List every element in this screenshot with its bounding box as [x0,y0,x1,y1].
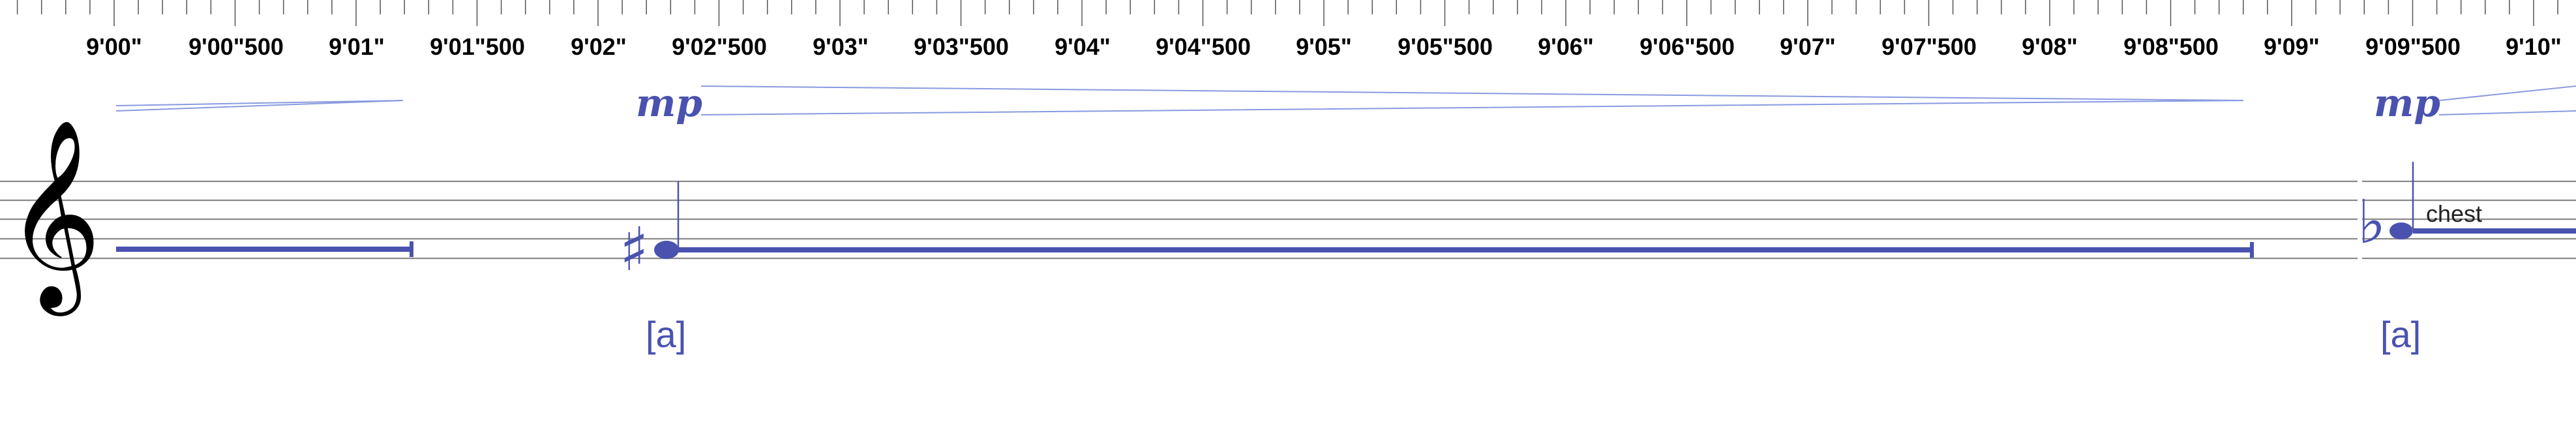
ruler-ticks [16,0,2558,26]
time-label: 9'00"500 [188,33,284,60]
time-label: 9'09"500 [2365,33,2461,60]
notehead [654,241,679,259]
time-label: 9'07"500 [1881,33,1977,60]
staff [0,180,2576,260]
hairpin-crescendo [2438,85,2576,115]
time-label: 9'06"500 [1640,33,1735,60]
treble-clef-icon: 𝄞 [5,117,102,316]
time-label: 9'04"500 [1156,33,1251,60]
hairpin-decrescendo [700,85,2244,115]
hairpin-decrescendo [115,100,404,112]
time-label: 9'08"500 [2123,33,2219,60]
dynamic-marking: mp [636,81,702,125]
ruler-labels: 9'00" 9'00"500 9'01" 9'01"500 9'02" 9'02… [86,33,2562,60]
time-label: 9'06" [1538,33,1594,60]
lyric-syllable: [a] [646,314,686,355]
time-label: 9'05"500 [1398,33,1493,60]
note-1[interactable]: mp ♯ [a] [620,81,2254,355]
time-label: 9'02"500 [672,33,767,60]
time-label: 9'03" [813,33,869,60]
flat-accidental-icon: ♭ [2358,187,2386,257]
dynamic-marking: mp [2374,81,2440,125]
time-label: 9'04" [1055,33,1111,60]
time-label: 9'07" [1780,33,1836,60]
time-label: 9'01" [329,33,385,60]
note-2[interactable]: mp ♭ chest [a] [2358,81,2576,355]
sharp-accidental-icon: ♯ [620,215,649,284]
time-label: 9'02" [571,33,627,60]
time-label: 9'00" [86,33,142,60]
time-label: 9'09" [2264,33,2320,60]
note-continuation [115,100,413,257]
notehead [2389,222,2413,239]
technique-label: chest [2426,200,2482,227]
time-label: 9'08" [2022,33,2078,60]
time-label: 9'05" [1296,33,1352,60]
lyric-syllable: [a] [2380,314,2421,355]
time-label: 9'01"500 [430,33,525,60]
time-label: 9'10" [2506,33,2562,60]
time-label: 9'03"500 [914,33,1009,60]
time-ruler: 9'00" 9'00"500 9'01" 9'01"500 9'02" 9'02… [16,0,2562,60]
